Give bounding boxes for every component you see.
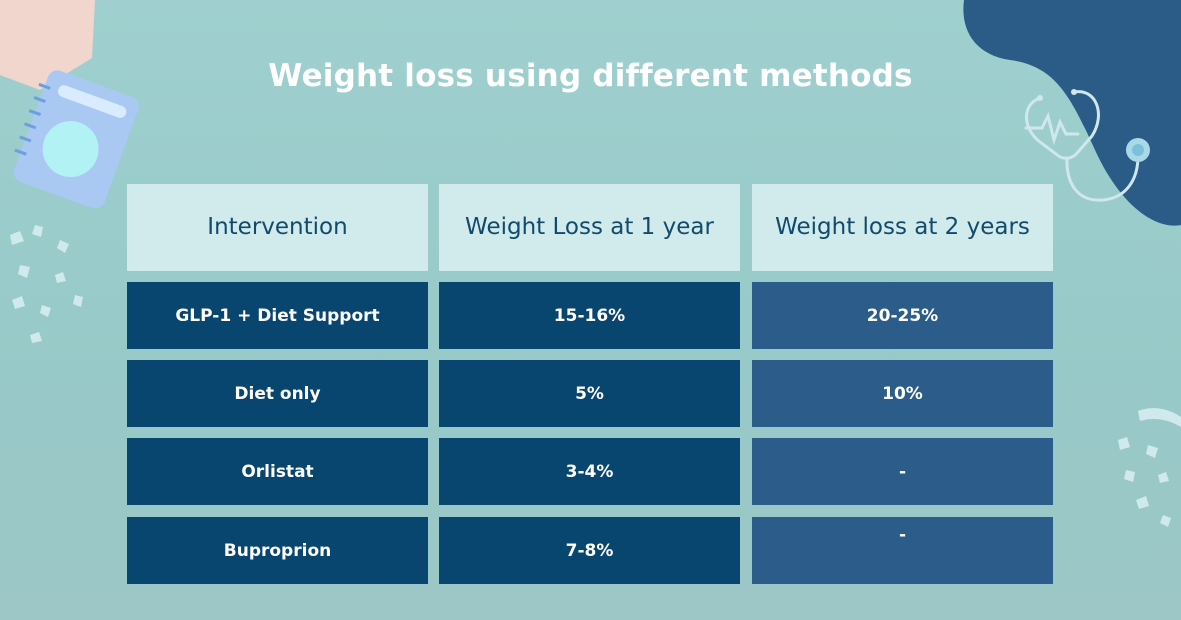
comparison-table: Intervention Weight Loss at 1 year Weigh… — [127, 184, 1054, 584]
corner-blob — [963, 0, 1181, 226]
table-cell-1-year: 15-16% — [439, 282, 740, 349]
header-weight-loss-1-year: Weight Loss at 1 year — [439, 184, 740, 271]
table-cell-2-years: 20-25% — [752, 282, 1053, 349]
confetti-right — [1118, 408, 1181, 527]
table-cell-1-year: 5% — [439, 360, 740, 427]
stethoscope-icon — [1024, 89, 1150, 202]
table-cell-2-years: - — [752, 517, 1053, 584]
table-cell-1-year: 3-4% — [439, 438, 740, 505]
table-cell-2-years: 10% — [752, 360, 1053, 427]
table-cell-2-years: - — [752, 438, 1053, 505]
table-cell-1-year: 7-8% — [439, 517, 740, 584]
table-cell-intervention: Diet only — [127, 360, 428, 427]
table-cell-intervention: Orlistat — [127, 438, 428, 505]
table-cell-intervention: GLP-1 + Diet Support — [127, 282, 428, 349]
header-weight-loss-2-years: Weight loss at 2 years — [752, 184, 1053, 271]
notebook-icon — [0, 0, 139, 209]
page-title: Weight loss using different methods — [268, 58, 913, 94]
confetti-left — [10, 225, 83, 343]
table-cell-intervention: Buproprion — [127, 517, 428, 584]
header-intervention: Intervention — [127, 184, 428, 271]
